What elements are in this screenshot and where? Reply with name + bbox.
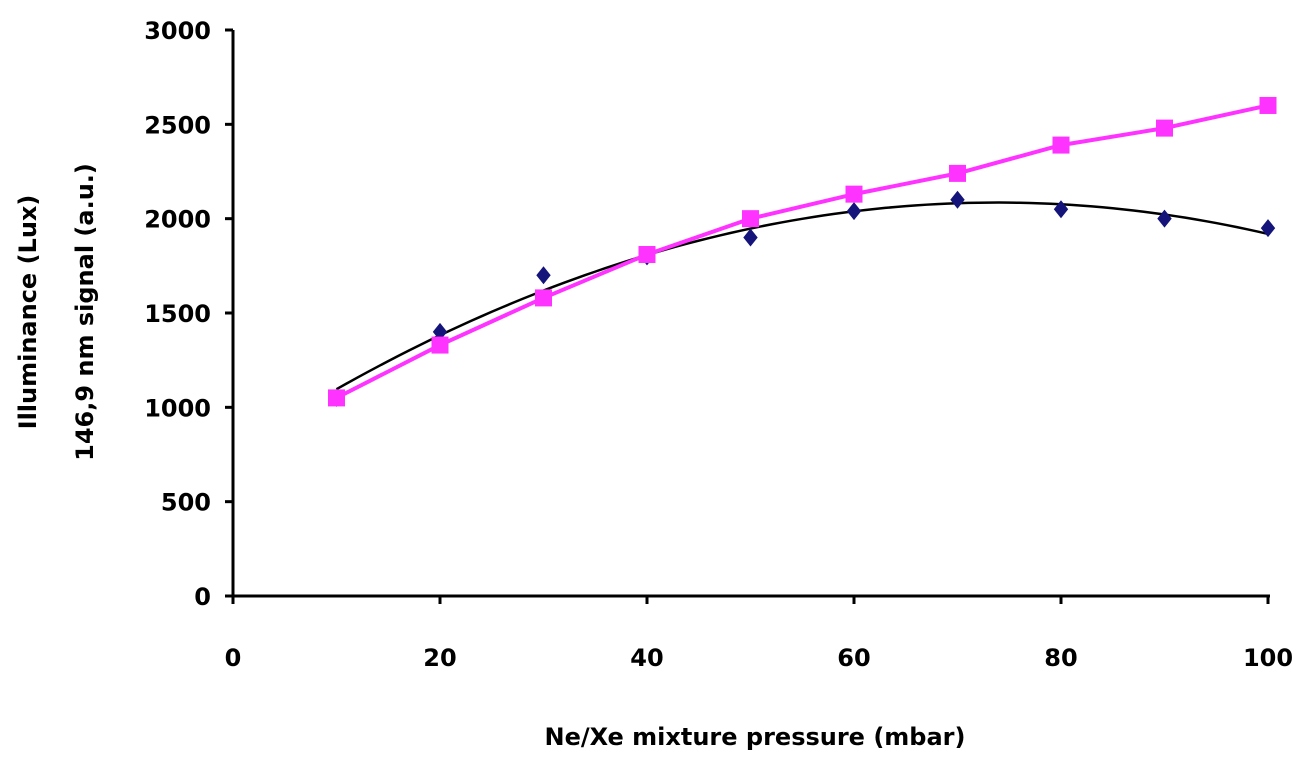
data-point-series-1: [743, 228, 758, 247]
y-tick-label: 1000: [144, 394, 211, 422]
data-point-series-1: [432, 322, 448, 341]
trendline-group: [335, 201, 1269, 391]
data-point-series-2: [328, 389, 345, 407]
series-2-line: [335, 103, 1269, 400]
y-axis-ticks: 0 500 1000 1500 2000 2500 3000: [144, 17, 233, 611]
data-point-series-1: [1260, 219, 1276, 238]
y-axis-title-line-1: Illuminance (Lux): [14, 195, 42, 430]
series-lines: [335, 103, 1269, 400]
data-point-series-2: [845, 185, 863, 203]
data-point-series-2: [1156, 119, 1173, 137]
y-tick-label: 3000: [144, 17, 211, 45]
data-point-series-2: [431, 336, 449, 354]
data-point-series-1: [950, 190, 965, 209]
x-tick-label: 60: [837, 644, 870, 672]
data-point-series-2: [1259, 96, 1277, 114]
data-point-series-1: [1157, 209, 1172, 228]
data-point-series-2: [638, 246, 656, 264]
y-tick-label: 2500: [144, 111, 211, 139]
y-axis-title-line-2: 146,9 nm signal (a.u.): [71, 163, 99, 461]
data-point-series-2: [535, 289, 552, 307]
x-tick-label: 0: [225, 644, 242, 672]
axes: [225, 30, 1270, 604]
y-tick-label: 0: [194, 583, 211, 611]
y-tick-label: 1500: [144, 300, 211, 328]
x-axis-ticks: 0 20 40 60 80 100: [225, 596, 1293, 672]
data-point-series-1: [846, 202, 862, 221]
x-tick-label: 40: [630, 644, 663, 672]
data-point-series-1: [536, 266, 551, 285]
y-tick-label: 500: [161, 489, 211, 517]
data-point-series-2: [1052, 136, 1070, 154]
x-tick-label: 20: [423, 644, 456, 672]
markers: [328, 96, 1277, 407]
data-point-series-2: [949, 164, 966, 182]
data-point-series-1: [1053, 200, 1069, 219]
x-axis-title: Ne/Xe mixture pressure (mbar): [545, 723, 966, 751]
x-tick-label: 100: [1243, 644, 1293, 672]
y-tick-label: 2000: [144, 206, 211, 234]
x-tick-label: 80: [1044, 644, 1077, 672]
trendline-series-1: [335, 201, 1269, 391]
data-point-series-2: [742, 210, 759, 228]
